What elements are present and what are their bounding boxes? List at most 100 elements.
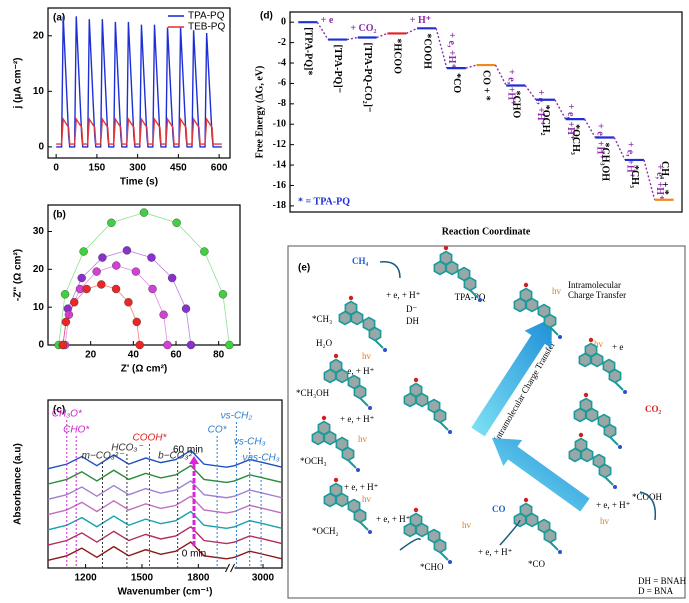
series-line <box>56 16 222 148</box>
x-tick-label: 150 <box>89 163 106 174</box>
plot-frame <box>47 204 241 346</box>
data-point <box>79 247 88 256</box>
data-point <box>167 273 177 283</box>
diagram-label: DH = BNAH <box>638 576 687 586</box>
step-label: + e <box>321 15 334 26</box>
hv-label: hv <box>362 494 372 504</box>
series-line <box>47 449 283 470</box>
data-point <box>148 284 157 294</box>
ring <box>353 508 367 524</box>
molecule <box>578 337 627 394</box>
data-point <box>124 298 133 307</box>
panel-label: (e) <box>298 263 310 274</box>
marker-label: νs-CH₂ <box>221 411 253 422</box>
step-label: + e, + H⁺ <box>340 414 375 424</box>
series-line <box>47 510 283 531</box>
hv-label: hv <box>552 286 562 296</box>
atom <box>623 390 627 394</box>
atom <box>588 337 594 343</box>
atom <box>618 445 622 449</box>
atom <box>583 392 589 398</box>
level-label: *OCH₃ <box>570 124 581 155</box>
level-label: *CHO <box>510 90 521 118</box>
atom <box>443 245 449 251</box>
marker-label: HCO₃⁻ <box>111 443 143 454</box>
connector <box>583 118 596 138</box>
data-point <box>122 246 132 255</box>
x-tick-label: 20 <box>85 350 97 361</box>
atom <box>558 335 562 339</box>
ring <box>543 528 557 544</box>
x-axis-title: Time (s) <box>120 177 158 188</box>
diagram-label: *CH₃OH <box>296 388 330 398</box>
y-tick-label: 30 <box>33 226 45 237</box>
marker-label: COOH* <box>133 433 168 444</box>
series-line <box>47 525 283 546</box>
molecule <box>513 497 562 554</box>
diagram-label: *CH₃ <box>312 314 332 324</box>
step-label: + e, + H⁺ <box>376 514 411 524</box>
y-tick-label: -2 <box>278 37 286 48</box>
data-point <box>135 340 144 350</box>
donor-label: D⁻ <box>406 304 417 314</box>
cycle-arrow <box>499 519 521 546</box>
connector <box>376 32 388 39</box>
cycle-arrow <box>399 538 421 551</box>
ring <box>543 313 557 329</box>
data-point <box>200 247 209 256</box>
y-tick-label: 0 <box>38 142 44 153</box>
step-label: + e <box>612 342 623 352</box>
diagram-frame <box>287 245 686 599</box>
marker-label: CO* <box>208 425 228 436</box>
legend-label: TEB-PQ <box>188 22 225 33</box>
step-label: + e, + H⁺ <box>478 547 513 557</box>
ring <box>579 397 593 413</box>
bond <box>549 326 559 336</box>
bond <box>614 381 624 391</box>
atom <box>356 468 360 472</box>
connector <box>465 64 477 69</box>
x-tick-label: 1200 <box>74 573 97 584</box>
molecule <box>403 377 452 434</box>
data-point <box>98 253 107 262</box>
diagram-label: Charge Transfer <box>568 290 626 300</box>
ring <box>598 463 612 479</box>
donor-label: DH <box>406 316 419 326</box>
level-label: CO + * <box>481 70 492 101</box>
series-line <box>47 541 283 562</box>
x-axis-title: Z' (Ω cm²) <box>121 364 168 375</box>
connector <box>643 159 656 200</box>
data-point <box>132 317 141 327</box>
data-point <box>70 298 79 307</box>
axis-break <box>226 565 235 571</box>
step-label: + e, + H⁺ <box>596 500 631 510</box>
connector <box>406 27 418 35</box>
step-label: + e, +H⁺ <box>654 164 665 200</box>
ring <box>409 382 423 398</box>
marker-label: CH₃O* <box>52 409 83 420</box>
x-tick-label: 1800 <box>187 573 210 584</box>
time-label: 0 min <box>182 549 206 560</box>
data-point <box>225 340 234 350</box>
step-label: + e, +H⁺ <box>565 104 576 140</box>
diagram-label: CO₂ <box>645 404 662 414</box>
x-tick-label: 300 <box>129 163 146 174</box>
step-label: + e, +H⁺ <box>595 123 606 159</box>
marker-label: νas-CH₃ <box>242 453 279 464</box>
molecule <box>323 353 372 410</box>
data-point <box>186 340 196 350</box>
data-point <box>111 284 121 294</box>
ring <box>608 368 622 384</box>
ring <box>463 276 477 292</box>
bond <box>604 476 614 486</box>
bond <box>439 551 449 561</box>
diagram-label: *COOH <box>632 492 663 502</box>
ring <box>439 250 453 266</box>
molecule <box>433 245 482 302</box>
step-label: + CO₂ <box>350 23 376 34</box>
bond <box>439 421 449 431</box>
ring <box>433 408 447 424</box>
series-line <box>47 480 283 500</box>
series-line <box>47 464 283 485</box>
hv-label: hv <box>594 339 604 349</box>
